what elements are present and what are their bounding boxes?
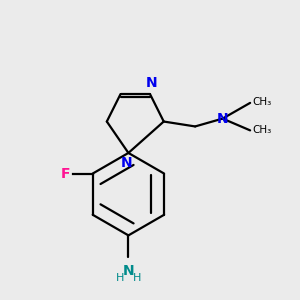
Text: CH₃: CH₃: [252, 97, 271, 107]
Text: N: N: [123, 264, 134, 278]
Text: H: H: [133, 273, 141, 283]
Text: N: N: [121, 156, 132, 170]
Text: N: N: [217, 112, 228, 126]
Text: N: N: [146, 76, 158, 90]
Text: F: F: [61, 167, 70, 181]
Text: H: H: [116, 273, 124, 283]
Text: CH₃: CH₃: [252, 125, 271, 135]
